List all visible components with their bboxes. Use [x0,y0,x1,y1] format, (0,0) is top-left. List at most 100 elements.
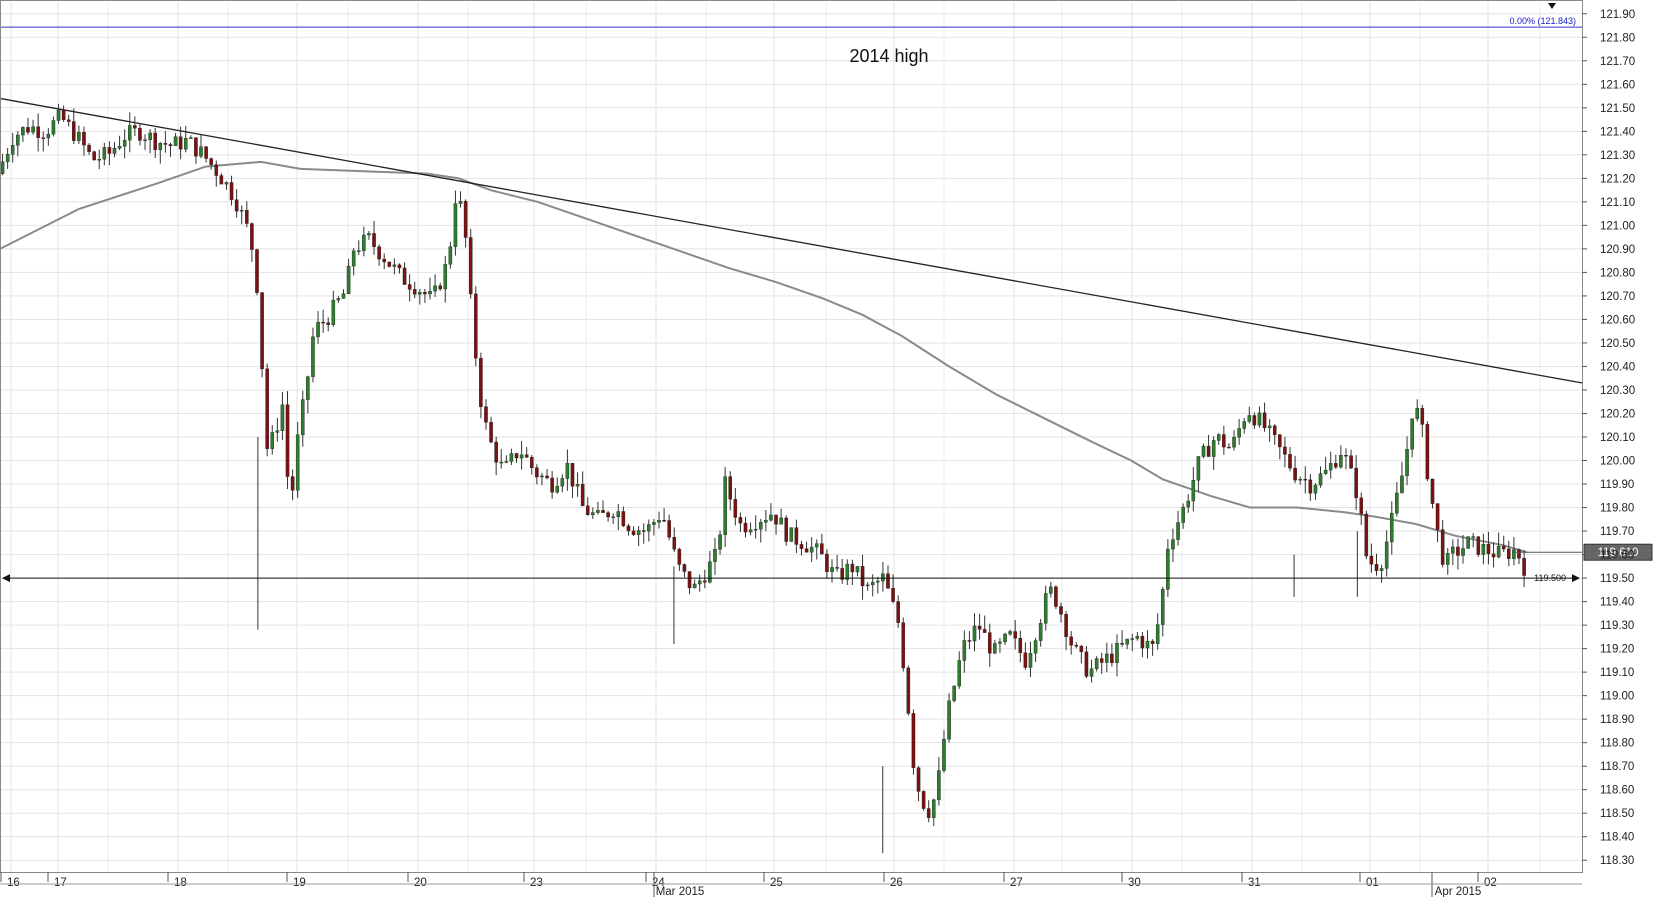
candle-bear [631,530,636,535]
candle-bear [407,284,412,290]
candle-bear [1222,434,1226,448]
candle-bull [708,561,712,583]
candle-bull [10,145,15,155]
y-tick-label: 120.20 [1600,408,1635,420]
candle-bear [601,510,605,513]
candle-bull [189,137,193,139]
x-tick-label: 31 [1248,877,1261,889]
candle-bear [621,511,626,527]
candle-bull [1242,421,1246,429]
candle-bear [977,625,982,630]
candle-bear [66,119,71,122]
candle-bear [1354,467,1358,499]
candle-bull [275,430,280,433]
candle-bull [1171,539,1175,550]
candle-bull [1115,643,1119,663]
candle-bear [901,622,906,669]
candle-bull [1043,593,1048,624]
candle-bull [1410,418,1414,450]
candle-bear [1517,549,1521,559]
y-tick-label: 118.80 [1600,738,1634,750]
candle-bull [1471,536,1475,538]
candle-bull [937,770,941,801]
levels: 0.00% (121.843) 119.500 119.610 [0,16,1653,583]
candle-bear [850,563,855,573]
candle-bear [438,285,442,290]
candle-bear [494,441,498,463]
candle-bear [667,520,671,538]
x-tick-label: 02 [1484,877,1497,889]
moving-average [0,160,1527,554]
candle-bear [321,321,325,324]
candle-bull [183,137,188,150]
y-tick-label: 121.50 [1600,103,1635,115]
candle-bull [764,519,768,523]
candle-bear [209,158,213,165]
y-tick-label: 121.00 [1600,220,1635,232]
support-label: 119.500 [1534,573,1566,583]
candle-bull [652,522,656,525]
candle-bear [1456,546,1460,556]
candle-bull [1130,638,1135,640]
candle-bull [143,139,147,141]
candle-bull [433,285,437,292]
candle-bull [46,133,51,139]
candle-bear [1150,640,1155,644]
candle-bear [285,404,290,477]
candle-bull [1395,492,1399,514]
candle-bull [1196,456,1201,481]
candle-bull [830,567,834,572]
candle-bear [906,667,911,714]
candle-bear [1369,555,1374,565]
candle-bear [682,564,687,572]
candle-bear [468,237,473,295]
candle-bull [1390,513,1394,543]
candle-bear [677,549,682,565]
candle-bull [779,517,783,525]
candle-bull [723,476,727,535]
candle-bear [1018,638,1023,654]
candle-bull [972,625,977,642]
candle-bear [1227,446,1231,449]
candle-bear [138,127,142,141]
candle-bull [1339,454,1343,468]
candle-bear [550,477,554,493]
y-tick-label: 119.60 [1600,550,1634,562]
y-tick-label: 120.00 [1600,456,1635,468]
y-tick-label: 120.70 [1600,291,1635,303]
x-tick-label: 16 [7,877,20,889]
candle-bear [234,199,239,212]
candle-bear [728,476,733,500]
candle-bull [1257,412,1262,426]
candle-bear [891,588,895,602]
candle-bear [911,713,916,768]
candle-bear [260,292,264,370]
candle-bull [870,581,875,586]
last-price-tag [1583,543,1653,561]
y-tick-label: 121.30 [1600,150,1635,162]
candle-bear [1364,513,1369,557]
x-tick-label: 17 [54,877,67,889]
candle-bear [921,791,926,809]
candle-bull [1155,624,1160,644]
candle-bear [412,289,417,295]
y-tick-label: 120.50 [1600,338,1635,350]
candle-bear [580,484,585,507]
candle-bear [1374,563,1379,571]
candle-bull [199,146,203,157]
candle-bear [743,522,748,533]
candle-bear [372,233,376,247]
grid [0,2,1582,872]
candle-bull [280,404,285,431]
candle-bull [636,530,641,535]
candle-bear [290,476,295,491]
candle-bull [809,546,814,553]
candle-bull [112,148,117,154]
candle-bear [255,249,259,293]
candle-bull [1166,548,1170,590]
candle-bull [122,139,127,147]
candle-bear [107,147,112,154]
x-tick-label: 24 [652,877,665,889]
